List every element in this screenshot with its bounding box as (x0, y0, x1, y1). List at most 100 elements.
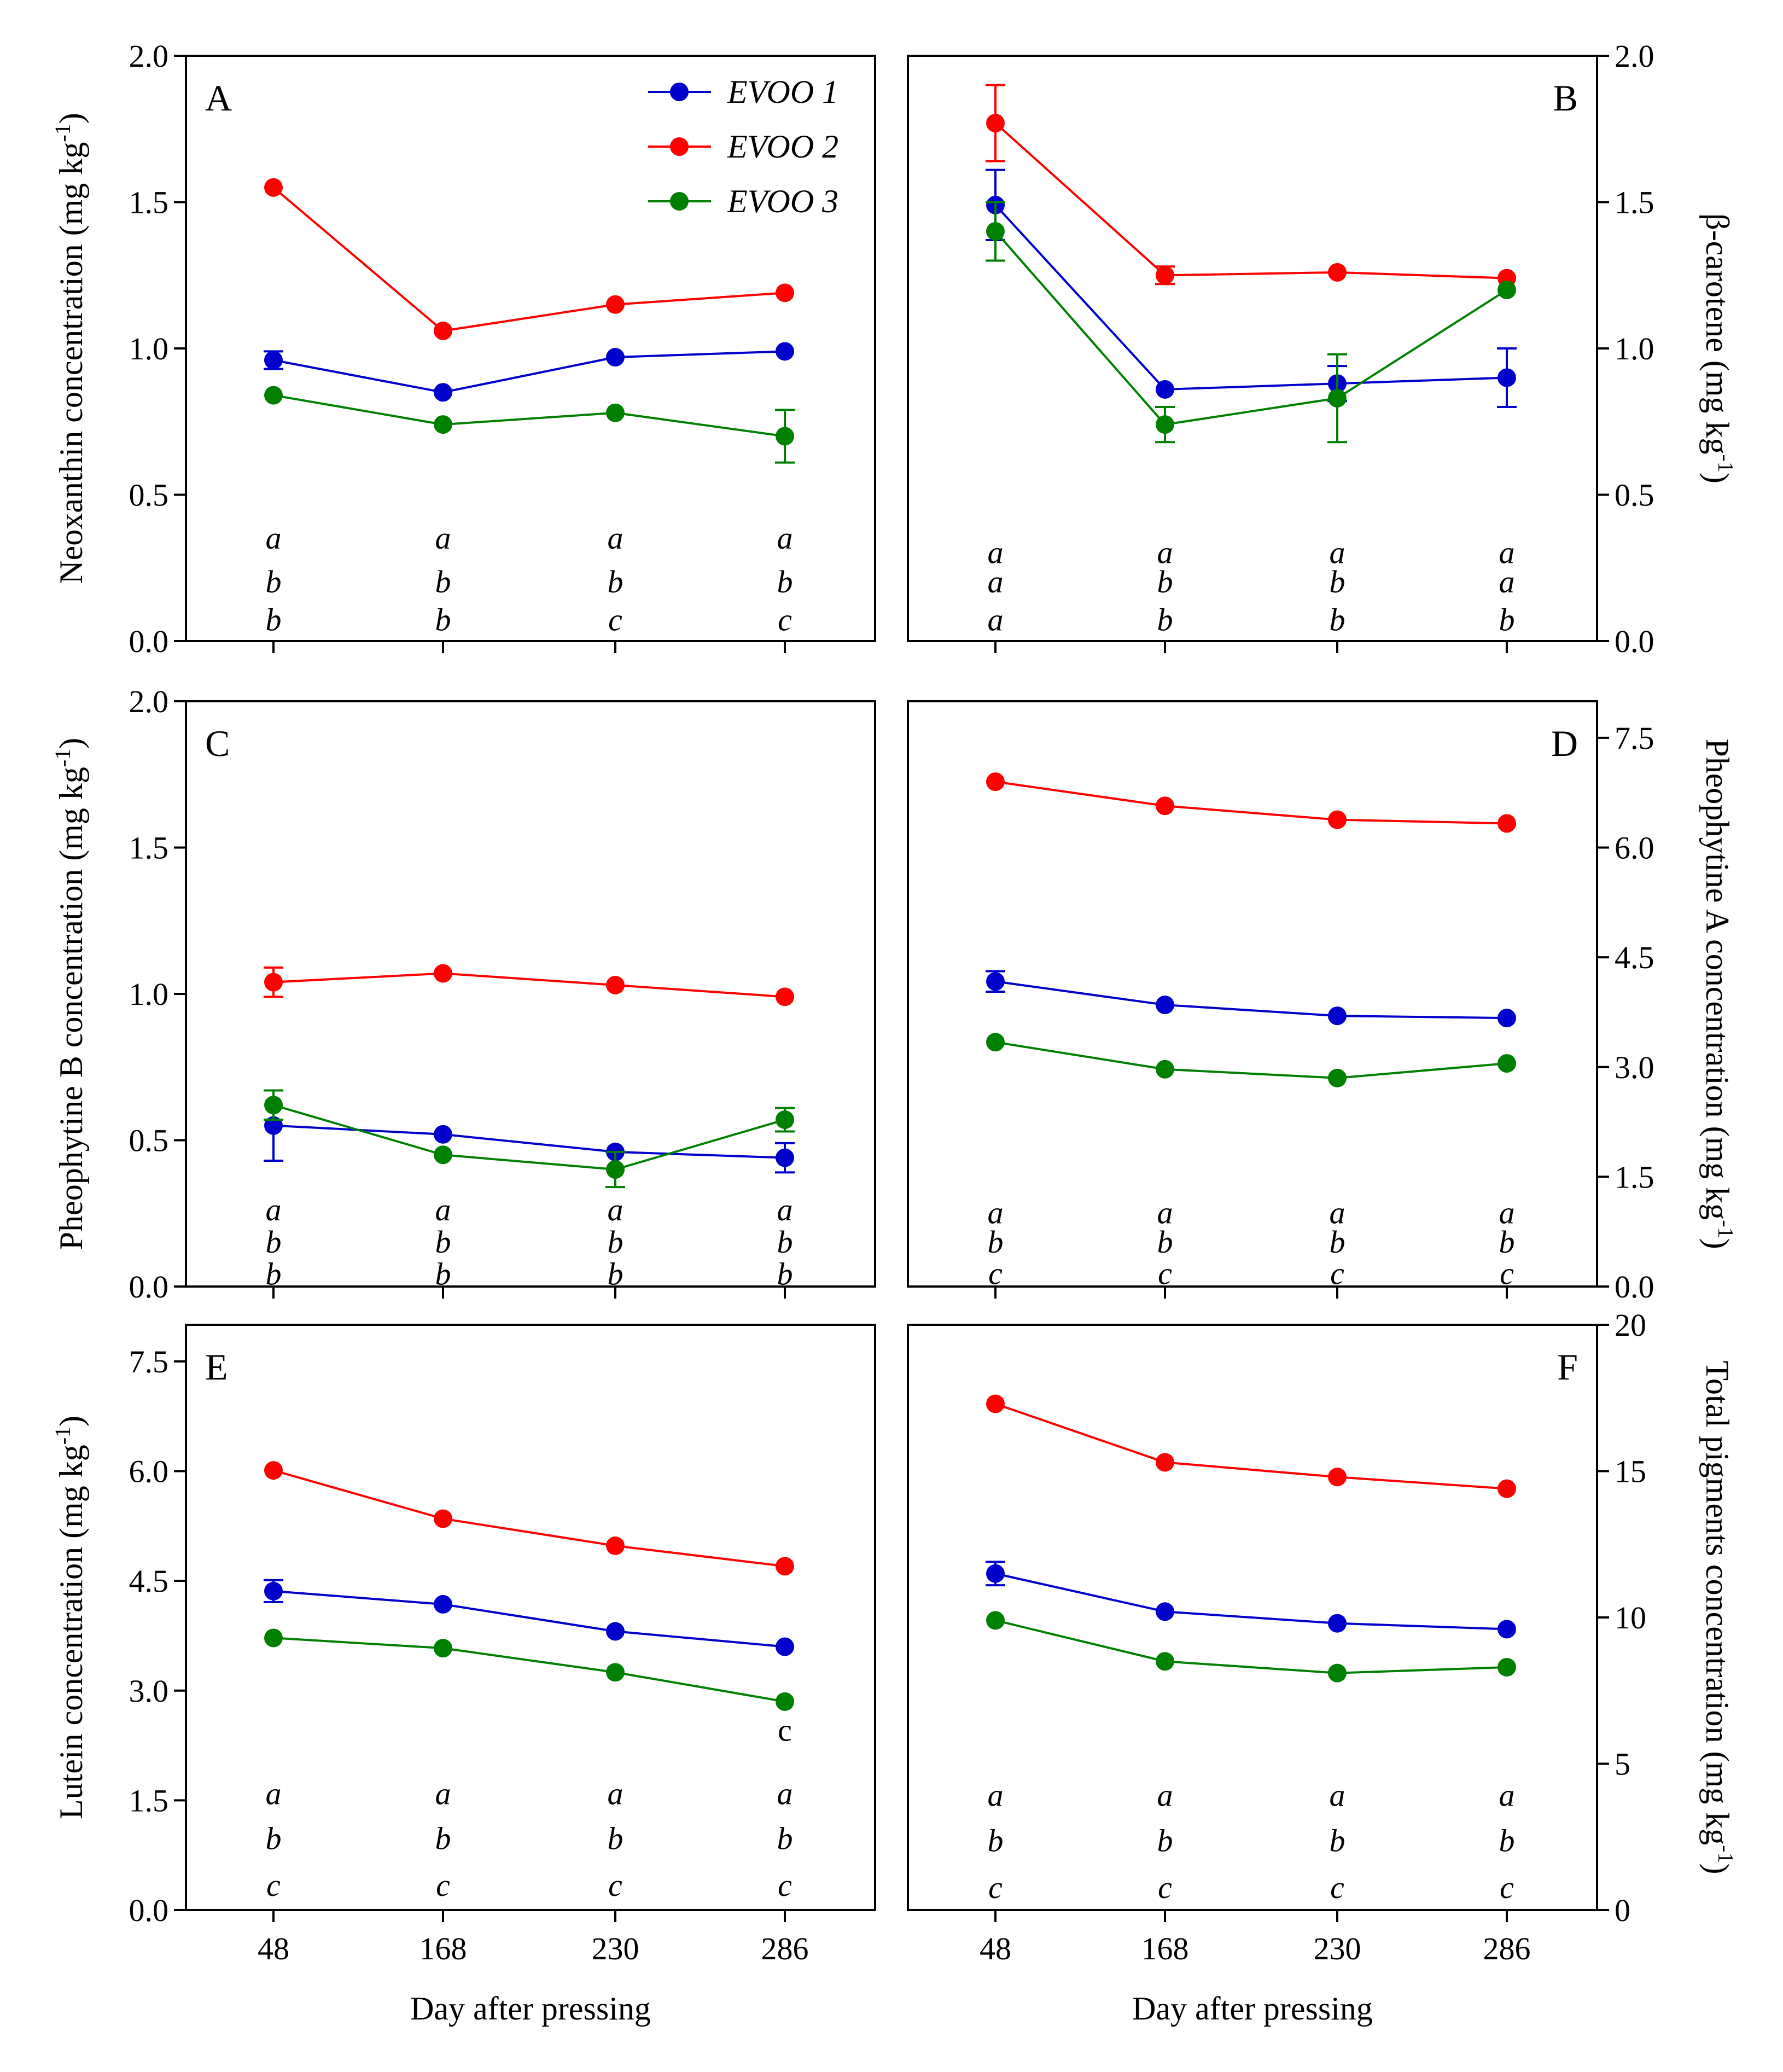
data-point (434, 321, 452, 340)
y-tick-label: 1.5 (129, 830, 169, 866)
y-tick-label: 1.0 (1615, 331, 1654, 366)
significance-letter: a (435, 520, 451, 556)
significance-letter: b (1157, 1224, 1173, 1260)
significance-letter: a (988, 564, 1004, 600)
data-point (776, 1110, 794, 1130)
y-tick-label: 1.5 (1615, 185, 1654, 220)
series-line (273, 1104, 785, 1171)
significance-letter: a (1499, 1195, 1515, 1230)
series-line (273, 972, 785, 998)
series-evoo-1 (264, 1579, 794, 1656)
data-point (264, 386, 283, 405)
data-point (606, 1622, 625, 1641)
data-point (1328, 1468, 1347, 1487)
y-axis-label: β-carotene (mg kg-1) (1699, 213, 1739, 484)
series-evoo-3 (986, 1611, 1516, 1683)
data-point (1156, 1652, 1174, 1671)
series-evoo-3 (264, 386, 795, 464)
y-tick-label: 0.5 (1615, 478, 1654, 513)
data-point (986, 1611, 1005, 1630)
series-line (994, 230, 1508, 426)
significance-letter: b (1157, 564, 1173, 600)
significance-letter: a (1330, 1195, 1345, 1230)
data-point (1156, 796, 1174, 816)
significance-letter: b (1330, 564, 1345, 600)
series-evoo-2 (264, 178, 794, 340)
significance-letter: b (988, 1823, 1004, 1858)
y-tick-label: 20 (1615, 1307, 1646, 1343)
y-tick-label: 5 (1615, 1747, 1630, 1782)
y-tick-label: 3.0 (1615, 1050, 1654, 1085)
series-line (995, 781, 1507, 825)
panel-label: F (1557, 1346, 1578, 1388)
significance-letter: b (777, 1256, 793, 1292)
x-axis-label: Day after pressing (410, 1990, 651, 2027)
y-axis-label-text: Total pigments concentration (mg kg (1699, 1361, 1735, 1846)
y-axis-label: Pheophytine A concentration (mg kg-1) (1699, 738, 1739, 1249)
y-tick-label: 2.0 (129, 684, 169, 719)
x-tick-label: 168 (1141, 1931, 1189, 1966)
data-point (606, 1160, 625, 1179)
significance-letter: c (778, 602, 792, 638)
data-point (776, 427, 794, 446)
x-tick-label: 230 (1314, 1931, 1361, 1966)
data-point (776, 342, 794, 361)
data-point (264, 1096, 283, 1115)
significance-letter: b (1157, 602, 1173, 638)
significance-letter: a (777, 1776, 793, 1812)
significance-letter: a (777, 1192, 793, 1227)
panel-f: 0 5 10 15 20 48 168 230 286 Day after pressing Tot… (907, 1307, 1739, 2027)
series-evoo-3 (264, 1628, 794, 1711)
series-line (995, 1041, 1507, 1079)
significance-letter: b (777, 564, 793, 600)
x-axis-label: Day after pressing (1132, 1990, 1373, 2027)
series-evoo-1 (986, 168, 1517, 408)
x-tick-label: 48 (980, 1931, 1011, 1966)
data-point (434, 1145, 452, 1165)
data-point (1498, 368, 1516, 387)
y-axis-label-close: ) (1699, 1238, 1735, 1249)
legend-marker (670, 83, 689, 101)
data-point (986, 114, 1005, 133)
data-point (264, 351, 283, 370)
y-axis-label-text: Pheophytine B concentration (mg kg (53, 767, 89, 1250)
series-line (272, 187, 785, 333)
significance-letter: a (1157, 1195, 1173, 1230)
significance-letter: b (608, 1256, 624, 1292)
y-tick-label: 15 (1615, 1454, 1646, 1489)
data-point (264, 1628, 283, 1648)
significance-letter: b (266, 564, 282, 600)
y-tick-label: 6.0 (129, 1454, 169, 1489)
significance-letter: b (1499, 1224, 1515, 1260)
legend-label: EVOO 1 (727, 74, 838, 110)
significance-letter: a (1330, 535, 1345, 571)
y-tick-label: 7.5 (1615, 720, 1654, 756)
significance-letter: a (435, 1192, 451, 1227)
data-point (434, 1594, 452, 1614)
significance-letter: c (1330, 1255, 1344, 1291)
significance-letter: c (1158, 1870, 1172, 1905)
significance-letter: a (266, 520, 282, 556)
series-evoo-1 (986, 970, 1516, 1028)
data-point (434, 383, 452, 402)
data-point (264, 178, 283, 197)
data-point (434, 964, 452, 983)
significance-letter: b (435, 602, 451, 638)
panel-b: 0.00.51.01.52.0β-carotene (mg kg-1)Baaaa… (907, 38, 1739, 659)
data-point (776, 1557, 794, 1576)
y-tick-label: 0.0 (1615, 1269, 1654, 1305)
panel-label: A (205, 77, 232, 119)
series-line (995, 980, 1507, 1020)
panel-a: 0.0 0.5 1.0 1.5 2.0 Neoxanthin concentration … (50, 38, 876, 659)
significance-letter: b (1330, 602, 1345, 638)
data-point (434, 1509, 452, 1528)
x-tick-label: 48 (258, 1931, 289, 1966)
significance-letter: c (608, 602, 622, 638)
significance-letter: b (266, 602, 282, 638)
y-axis-label-text: Pheophytine A concentration (mg kg (1699, 738, 1735, 1220)
y-tick-label: 6.0 (1615, 830, 1654, 866)
y-axis-label: Pheophytine B concentration (mg kg-1) (50, 738, 90, 1250)
data-point (776, 1692, 794, 1711)
data-point (776, 1637, 794, 1656)
significance-letter: b (435, 1224, 451, 1260)
